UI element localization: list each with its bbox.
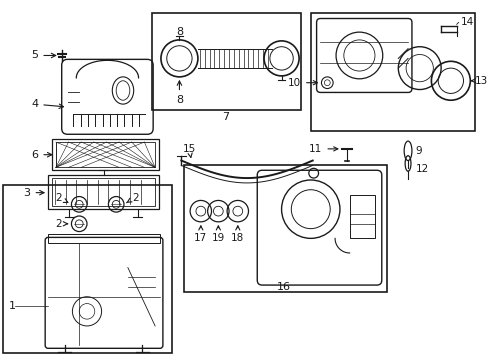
Bar: [48, 175, 159, 209]
Text: 7: 7: [222, 112, 229, 122]
Text: 14: 14: [460, 17, 473, 27]
Text: 15: 15: [183, 144, 196, 157]
Bar: [349, 195, 374, 238]
Text: 6: 6: [31, 150, 52, 160]
Text: 3: 3: [23, 188, 44, 198]
Text: 2: 2: [126, 193, 138, 203]
Bar: [310, 13, 474, 131]
Text: 19: 19: [211, 226, 224, 243]
Bar: [56, 142, 155, 167]
Text: 4: 4: [31, 99, 63, 109]
Text: 16: 16: [276, 282, 290, 292]
Text: 8: 8: [176, 27, 183, 37]
Text: 2: 2: [55, 219, 67, 229]
Bar: [3, 185, 171, 353]
Text: 5: 5: [31, 50, 56, 60]
Text: 1: 1: [9, 301, 16, 311]
Text: 12: 12: [415, 164, 428, 174]
Text: 8: 8: [176, 81, 183, 105]
Text: 10: 10: [287, 78, 317, 88]
Text: 11: 11: [308, 144, 337, 154]
Bar: [152, 13, 301, 110]
Bar: [52, 178, 155, 206]
Bar: [184, 165, 386, 292]
Text: 18: 18: [231, 226, 244, 243]
Text: 17: 17: [194, 226, 207, 243]
Text: 2: 2: [55, 193, 68, 203]
Bar: [52, 139, 159, 170]
Bar: [48, 234, 160, 243]
Text: 13: 13: [470, 76, 488, 86]
Text: 9: 9: [415, 146, 422, 156]
